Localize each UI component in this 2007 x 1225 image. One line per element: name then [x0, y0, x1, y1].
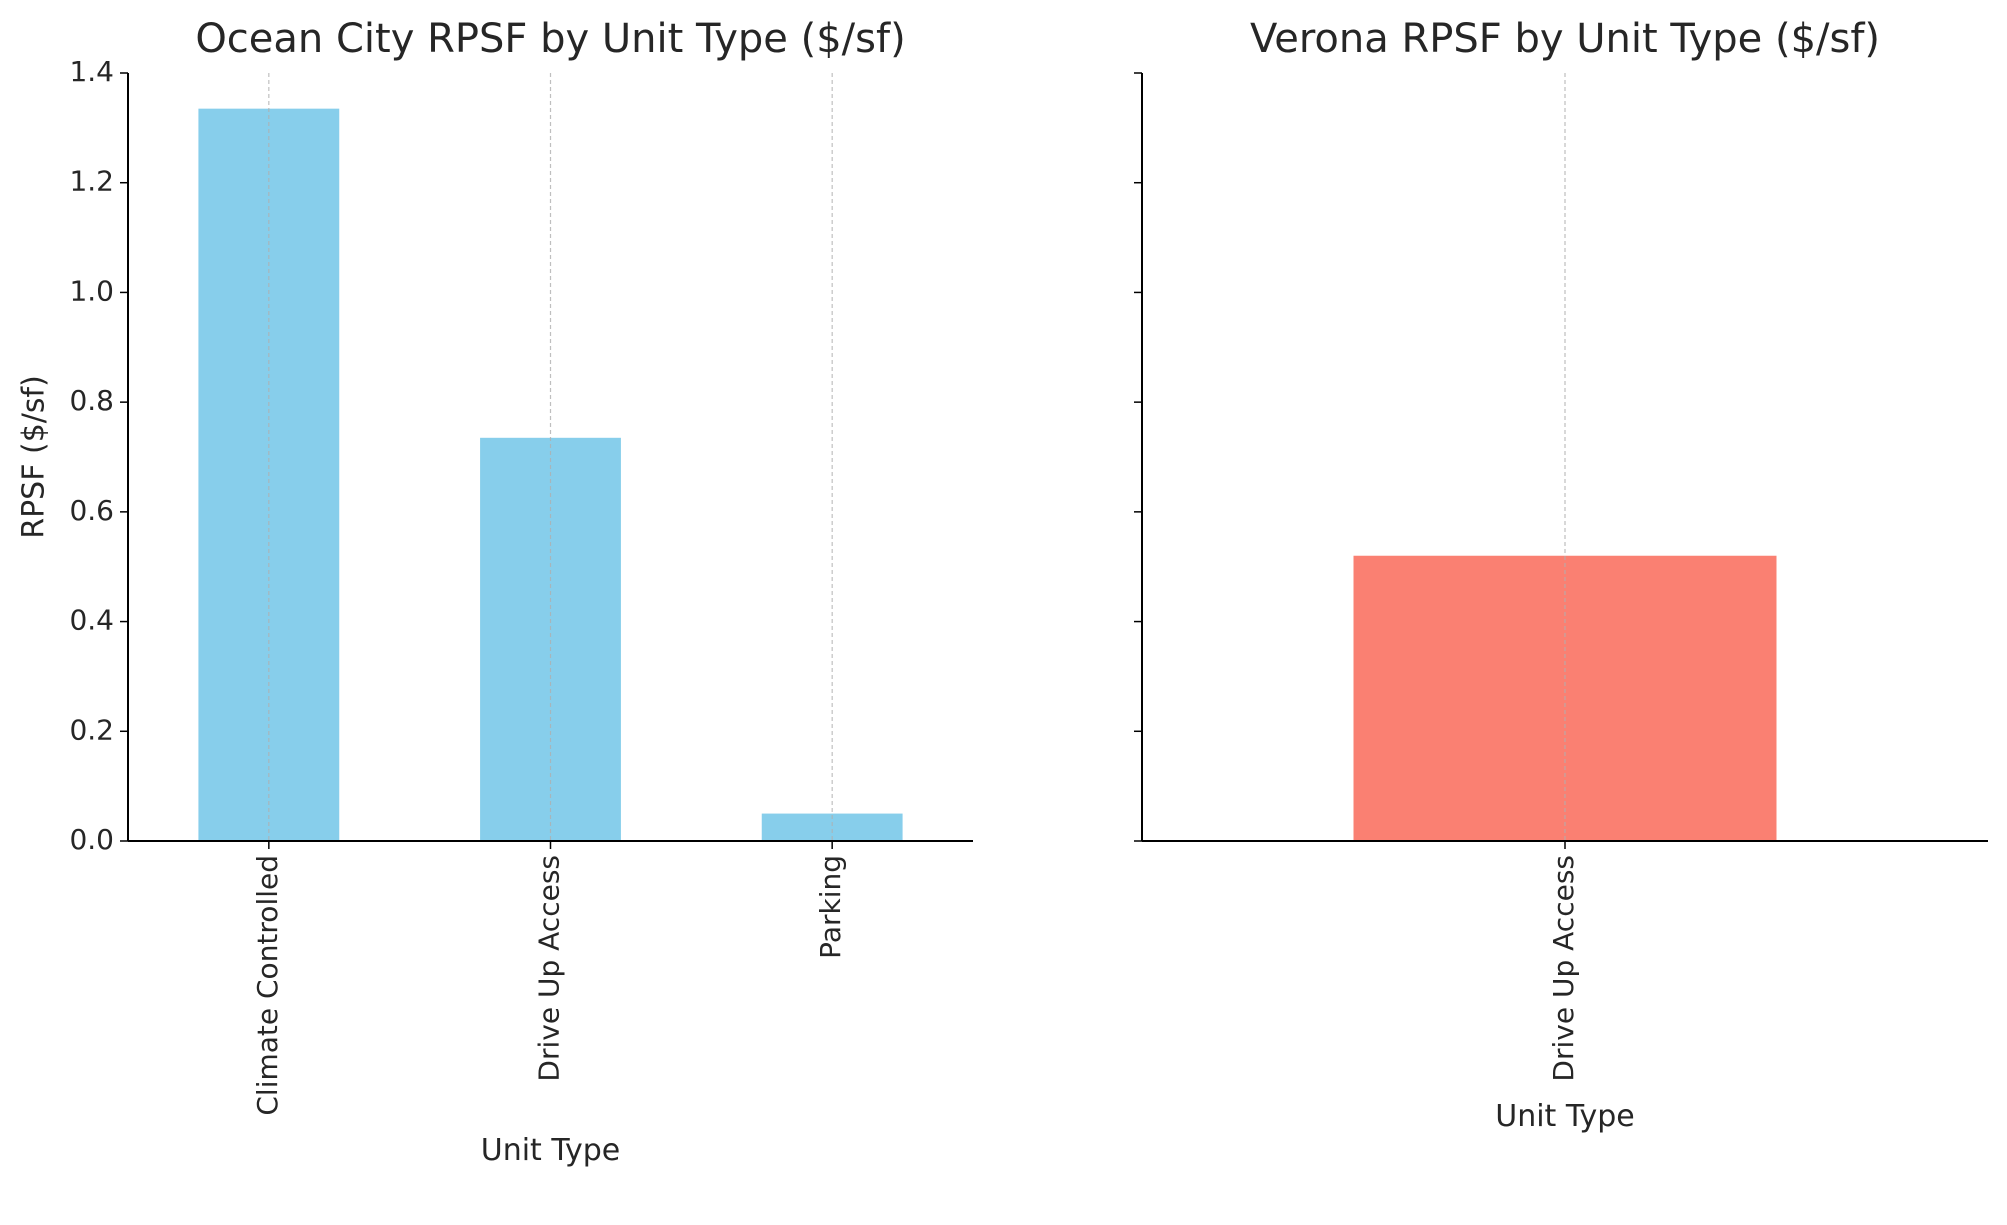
x-tick-label: Parking — [814, 855, 847, 959]
x-axis-label: Unit Type — [481, 1133, 621, 1168]
y-tick-label: 0.4 — [69, 604, 114, 637]
x-axis-label: Unit Type — [1495, 1099, 1635, 1134]
x-tick-label: Drive Up Access — [533, 855, 566, 1082]
y-tick-label: 0.8 — [69, 384, 114, 417]
y-tick-label: 0.6 — [69, 494, 114, 527]
y-tick-label: 1.4 — [69, 55, 114, 88]
y-tick-label: 1.0 — [69, 274, 114, 307]
chart-title: Verona RPSF by Unit Type ($/sf) — [1250, 16, 1880, 62]
x-tick-label: Drive Up Access — [1547, 855, 1580, 1082]
y-tick-label: 1.2 — [69, 165, 114, 198]
x-tick-label: Climate Controlled — [251, 855, 284, 1116]
y-tick-label: 0.2 — [69, 713, 114, 746]
y-tick-label: 0.0 — [69, 823, 114, 856]
y-axis-label: RPSF ($/sf) — [17, 375, 52, 539]
chart-title: Ocean City RPSF by Unit Type ($/sf) — [195, 16, 905, 62]
